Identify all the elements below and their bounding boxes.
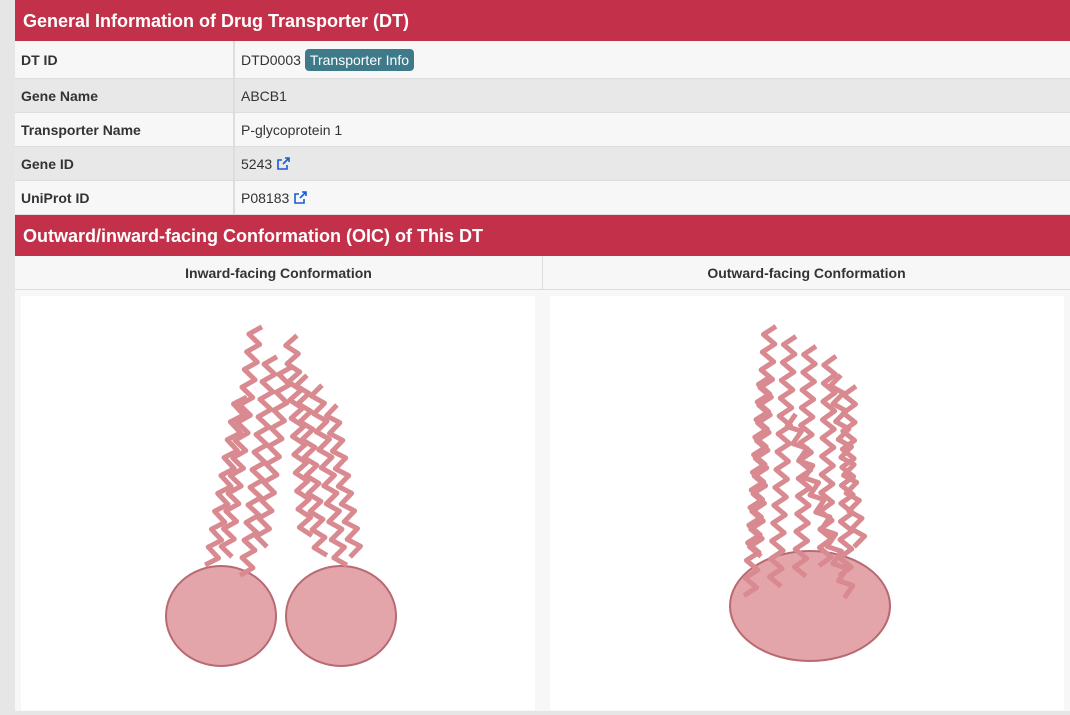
transporter-info-button[interactable]: Transporter Info [304,48,415,71]
gene-name-value: ABCB1 [241,87,287,104]
general-info-header: General Information of Drug Transporter … [15,0,1070,41]
external-link-icon[interactable] [276,156,290,171]
row-gene-id: Gene ID 5243 [15,147,1070,181]
label: Transporter Name [15,113,235,146]
row-uniprot-id: UniProt ID P08183 [15,181,1070,215]
inward-column-header: Inward-facing Conformation [15,256,543,289]
external-link-icon[interactable] [293,190,308,205]
label: Gene ID [15,147,235,180]
oic-header: Outward/inward-facing Conformation (OIC)… [15,215,1070,256]
gene-id-link[interactable]: 5243 [241,155,273,172]
label: UniProt ID [15,181,235,214]
row-dt-id: DT ID DTD0003 Transporter Info [15,41,1070,79]
transporter-name-value: P-glycoprotein 1 [241,121,343,138]
outward-column-header: Outward-facing Conformation [707,265,906,281]
label: Gene Name [15,79,235,112]
dt-id-value: DTD0003 [241,51,301,68]
label: DT ID [15,41,235,78]
row-transporter-name: Transporter Name P-glycoprotein 1 [15,113,1070,147]
transporter-panel: General Information of Drug Transporter … [15,0,1070,711]
outward-structure-image [550,296,1064,710]
uniprot-id-link[interactable]: P08183 [241,189,290,206]
row-gene-name: Gene Name ABCB1 [15,79,1070,113]
inward-structure-image [21,296,535,710]
